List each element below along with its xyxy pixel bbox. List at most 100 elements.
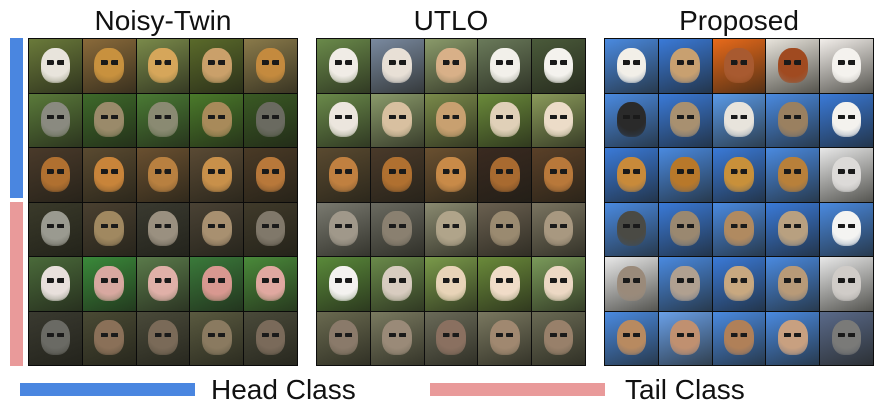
elephant-photo: [370, 311, 424, 365]
wolf-photo: [136, 202, 190, 256]
dog-photo: [424, 39, 478, 93]
dog-photo: [712, 39, 766, 93]
lion-photo: [29, 148, 82, 202]
cat-photo: [317, 93, 370, 147]
wolf-photo: [712, 202, 766, 256]
rabbit-photo: [478, 257, 532, 311]
cat-photo: [29, 93, 82, 147]
rabbit-photo: [190, 257, 244, 311]
rabbit-photo: [82, 257, 136, 311]
wolf-photo: [478, 202, 532, 256]
head-class-legend-swatch: [20, 383, 195, 396]
rabbit-photo: [658, 257, 712, 311]
rabbit-photo: [820, 257, 873, 311]
dog-photo: [766, 39, 820, 93]
lion-photo: [766, 148, 820, 202]
cat-photo: [478, 93, 532, 147]
elephant-photo: [244, 311, 297, 365]
dog-photo: [820, 39, 873, 93]
image-grid-noisy-twin: [28, 38, 298, 366]
dog-puppy-photo: [244, 39, 297, 93]
cat-photo: [820, 93, 873, 147]
rabbit-photo: [532, 257, 585, 311]
lion-photo: [82, 148, 136, 202]
lion-photo: [712, 148, 766, 202]
rabbit-photo: [424, 257, 478, 311]
elephant-photo: [424, 311, 478, 365]
dog-photo: [478, 39, 532, 93]
wolf-photo: [532, 202, 585, 256]
cat-photo: [424, 93, 478, 147]
tail-class-legend-swatch: [430, 383, 605, 396]
wolf-photo: [658, 202, 712, 256]
rabbit-photo: [370, 257, 424, 311]
cat-photo: [244, 93, 297, 147]
tail-class-side-bar: [10, 202, 23, 366]
elephant-photo: [766, 311, 820, 365]
cat-photo: [766, 93, 820, 147]
panel-title-utlo: UTLO: [413, 5, 489, 36]
rabbit-photo: [317, 257, 370, 311]
lion-photo: [244, 148, 297, 202]
rabbit-photo: [712, 257, 766, 311]
dog-photo: [658, 39, 712, 93]
rabbit-photo: [29, 257, 82, 311]
elephant-photo: [532, 311, 585, 365]
lion-photo: [317, 148, 370, 202]
cat-photo: [532, 93, 585, 147]
lion-photo: [370, 148, 424, 202]
lion-photo: [424, 148, 478, 202]
dog-puppy-photo: [82, 39, 136, 93]
lion-photo: [190, 148, 244, 202]
panel-title-proposed: Proposed: [679, 5, 799, 36]
wolf-photo: [820, 202, 873, 256]
dog-photo: [605, 39, 658, 93]
wolf-photo: [370, 202, 424, 256]
elephant-photo: [82, 311, 136, 365]
dog-photo: [532, 39, 585, 93]
elephant-photo: [605, 311, 658, 365]
elephant-photo: [190, 311, 244, 365]
dog-photo: [370, 39, 424, 93]
lion-photo: [136, 148, 190, 202]
elephant-photo: [820, 311, 873, 365]
rabbit-photo: [605, 257, 658, 311]
dog-puppy-photo: [29, 39, 82, 93]
cat-photo: [605, 93, 658, 147]
wolf-photo: [605, 202, 658, 256]
elephant-photo: [478, 311, 532, 365]
elephant-photo: [317, 311, 370, 365]
image-grid-proposed: [604, 38, 874, 366]
lion-photo: [605, 148, 658, 202]
wolf-photo: [190, 202, 244, 256]
tail-class-legend-label: Tail Class: [625, 374, 745, 405]
lion-photo: [532, 148, 585, 202]
elephant-photo: [136, 311, 190, 365]
cat-photo: [82, 93, 136, 147]
head-class-legend-label: Head Class: [211, 374, 356, 405]
elephant-photo: [712, 311, 766, 365]
rabbit-photo: [766, 257, 820, 311]
cat-photo: [658, 93, 712, 147]
rabbit-photo: [244, 257, 297, 311]
cat-photo: [190, 93, 244, 147]
lion-photo: [478, 148, 532, 202]
elephant-photo: [658, 311, 712, 365]
wolf-photo: [244, 202, 297, 256]
wolf-photo: [82, 202, 136, 256]
head-class-side-bar: [10, 38, 23, 198]
panel-title-noisy-twin: Noisy-Twin: [94, 5, 232, 36]
cat-photo: [370, 93, 424, 147]
wolf-photo: [317, 202, 370, 256]
wolf-photo: [29, 202, 82, 256]
dog-photo: [317, 39, 370, 93]
lion-photo: [820, 148, 873, 202]
cat-photo: [136, 93, 190, 147]
wolf-photo: [424, 202, 478, 256]
dog-puppy-photo: [190, 39, 244, 93]
elephant-photo: [29, 311, 82, 365]
lion-photo: [658, 148, 712, 202]
wolf-photo: [766, 202, 820, 256]
dog-puppy-photo: [136, 39, 190, 93]
cat-photo: [712, 93, 766, 147]
